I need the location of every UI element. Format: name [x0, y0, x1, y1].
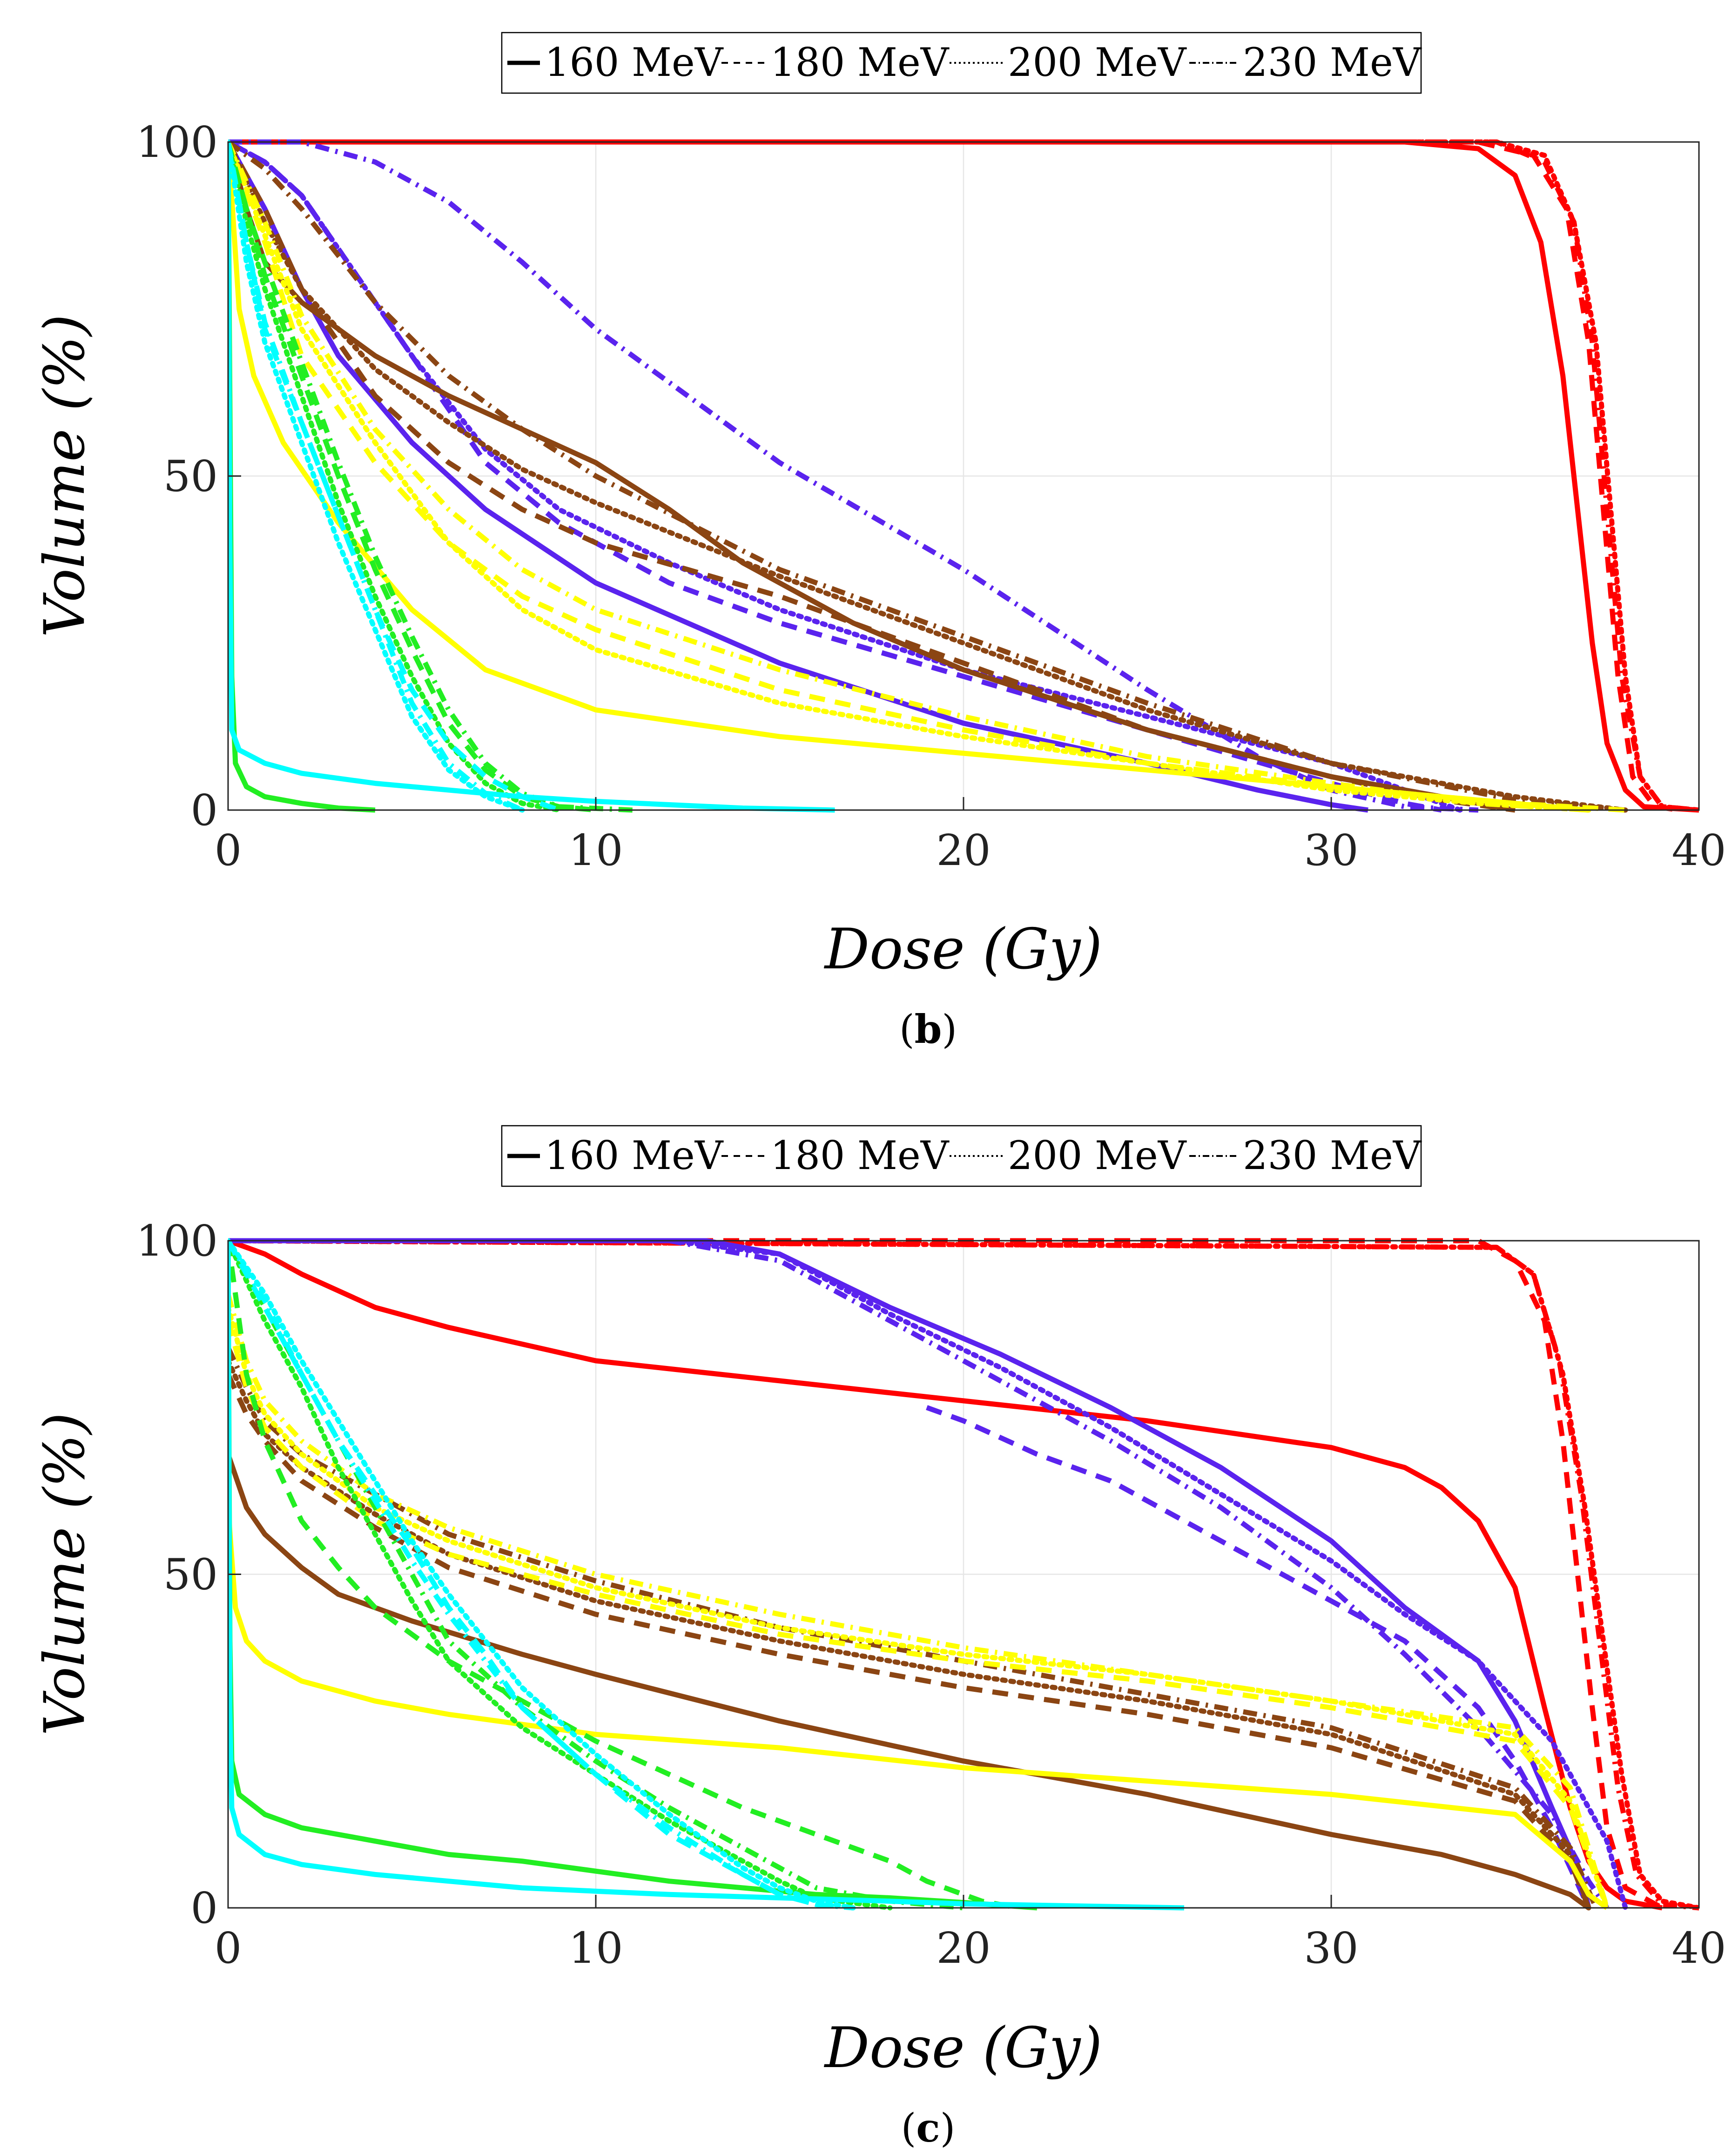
series-blue-200-mev: [228, 1238, 1628, 1911]
x-tick-label: 10: [568, 1923, 623, 1973]
series-yellow-230-mev: [228, 141, 1589, 813]
series-yellow-230-mev: [228, 1293, 1610, 1909]
x-tick-label: 30: [1304, 1923, 1358, 1973]
legend-box: [501, 32, 1422, 94]
series-red-230-mev: [228, 139, 1699, 813]
legend-label-160: 160 MeV: [545, 1133, 724, 1178]
series-red-160-mev: [228, 1238, 1663, 1911]
series-brown-230-mev: [228, 140, 1626, 813]
y-tick-label: 0: [190, 1883, 218, 1933]
x-tick-label: 20: [936, 825, 991, 875]
ticks: [227, 1240, 1700, 1909]
x-tick-label: 10: [568, 825, 623, 875]
x-tick-label: 20: [936, 1923, 991, 1973]
series-brown-200-mev: [228, 139, 1628, 813]
series-yellow-200-mev: [228, 139, 1591, 813]
series-blue-180-mev: [926, 1405, 1591, 1909]
ticks: [227, 141, 1700, 811]
legend-label-180: 180 MeV: [770, 40, 950, 85]
series-blue-230-mev: [228, 1238, 1610, 1910]
x-axis-label: Dose (Gy): [824, 917, 1102, 982]
series-cyan-200-mev: [228, 139, 525, 813]
series-cyan-230-mev: [228, 1239, 854, 1911]
series-brown-200-mev: [228, 1358, 1591, 1911]
series-yellow-180-mev: [228, 1320, 1610, 1909]
panel-caption-c: (c): [901, 2105, 956, 2151]
series-brown-230-mev: [228, 1346, 1598, 1909]
legend-label-200: 200 MeV: [1008, 40, 1187, 85]
legend-label-180: 180 MeV: [770, 1133, 950, 1178]
series-brown-180-mev: [228, 1373, 1591, 1909]
x-tick-label: 0: [215, 825, 242, 875]
legend: 160 MeV 180 MeV 200 MeV 230 MeV: [501, 32, 1422, 94]
y-axis-label: Volume (%): [33, 314, 97, 637]
panel-b: 0 10 20 30 40 0 50 100 Dose (Gy) Volume (%) 160…: [33, 32, 1726, 1052]
series-red-180-mev: [228, 1238, 1664, 1910]
series-red-180-mev: [228, 139, 1681, 813]
legend-box: [501, 1125, 1422, 1187]
series-blue-180-mev: [228, 140, 1442, 813]
series-layer: [228, 139, 1699, 813]
series-red-230-mev: [228, 1238, 1699, 1911]
legend-label-230: 230 MeV: [1243, 40, 1422, 85]
series-brown-160-mev: [228, 1453, 1590, 1910]
y-tick-label: 100: [136, 117, 218, 167]
series-cyan-200-mev: [228, 1238, 856, 1911]
legend: 160 MeV 180 MeV 200 MeV 230 MeV: [501, 1125, 1422, 1187]
x-tick-label: 30: [1304, 825, 1358, 875]
series-yellow-180-mev: [228, 141, 1626, 813]
series-yellow-200-mev: [228, 1304, 1610, 1911]
legend-label-160: 160 MeV: [545, 40, 724, 85]
x-tick-label: 40: [1671, 825, 1726, 875]
tick-labels: 0 10 20 30 40 0 50 100: [136, 1216, 1726, 1973]
series-cyan-230-mev: [228, 142, 524, 813]
panel-c: 0 10 20 30 40 0 50 100 Dose (Gy) Volume (%) 160…: [33, 1125, 1726, 2151]
x-tick-label: 40: [1671, 1923, 1726, 1973]
series-cyan-160-mev: [228, 1240, 1185, 1911]
x-tick-label: 0: [215, 1923, 242, 1973]
series-cyan-160-mev: [228, 142, 835, 813]
series-red-160-mev: [228, 139, 1699, 813]
series-green-200-mev: [228, 139, 562, 813]
y-tick-label: 100: [136, 1216, 218, 1266]
legend-label-230: 230 MeV: [1243, 1133, 1422, 1178]
series-green-180-mev: [228, 1240, 1019, 1911]
series-yellow-160-mev: [228, 1507, 1609, 1910]
y-tick-label: 50: [163, 452, 218, 501]
panel-caption-b: (b): [899, 1006, 957, 1052]
x-axis-label: Dose (Gy): [824, 2016, 1102, 2081]
y-tick-label: 0: [190, 785, 218, 835]
series-green-200-mev: [228, 1238, 893, 1911]
series-layer: [228, 1238, 1699, 1911]
y-axis-label: Volume (%): [33, 1413, 97, 1736]
legend-label-200: 200 MeV: [1008, 1133, 1187, 1178]
series-cyan-180-mev: [228, 142, 560, 813]
tick-labels: 0 10 20 30 40 0 50 100: [136, 117, 1726, 875]
y-tick-label: 50: [163, 1550, 218, 1600]
